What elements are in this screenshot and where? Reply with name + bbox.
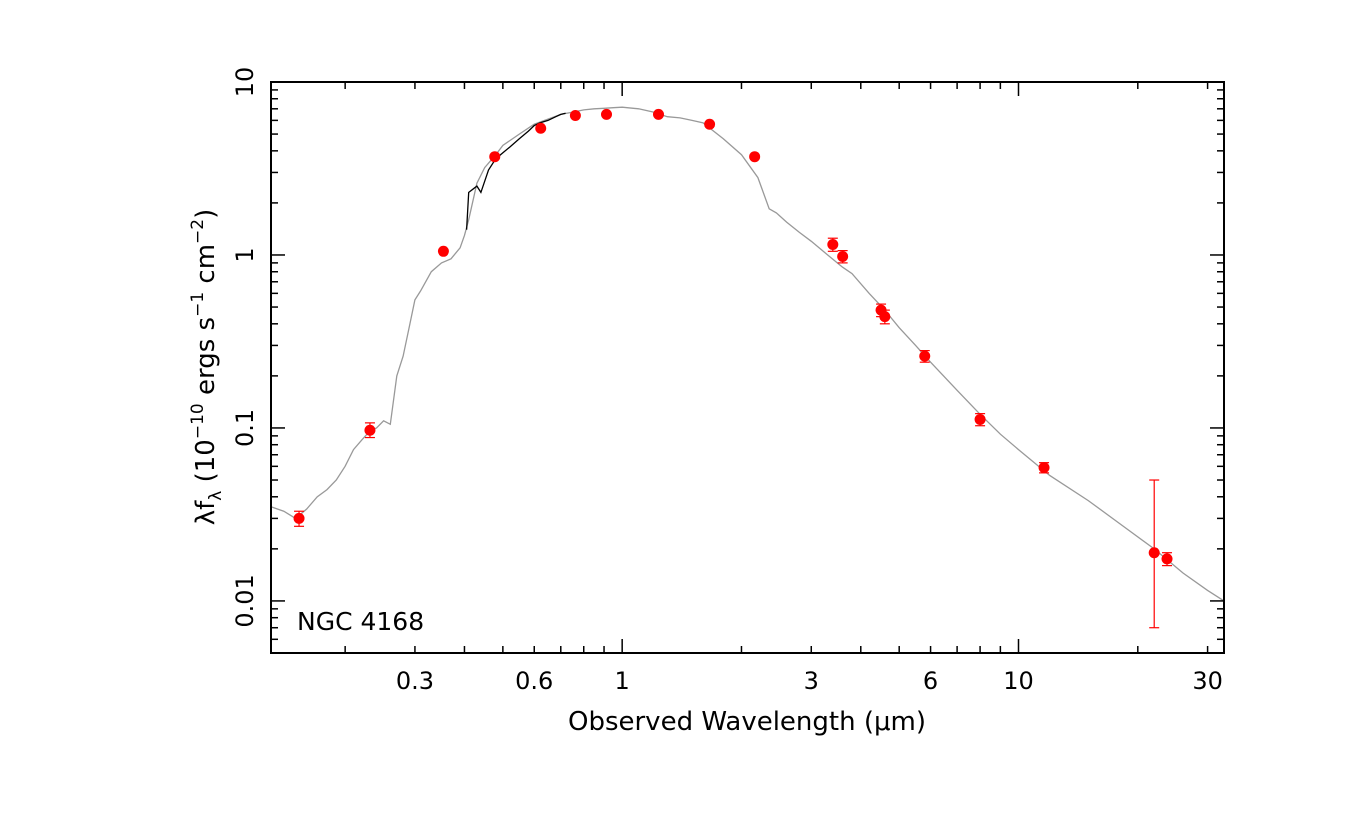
x-tick-label: 6 — [923, 667, 938, 695]
x-tick-label: 0.6 — [515, 667, 553, 695]
y-tick-label: 1 — [231, 247, 259, 262]
y-label-exp1: −10 — [188, 403, 208, 439]
tick-marks-layer — [271, 81, 1224, 654]
y-label-close: ) — [191, 209, 221, 219]
x-axis-label: Observed Wavelength (μm) — [568, 707, 926, 737]
y-label-mid: ergs s — [191, 317, 221, 403]
data-point — [974, 413, 986, 425]
y-label-open: (10 — [191, 439, 221, 491]
data-point — [364, 424, 376, 436]
y-label-exp2: −1 — [188, 292, 208, 317]
error-bar-layer — [294, 237, 1173, 629]
y-axis-label: λfλ (10−10 ergs s−1 cm−2) — [188, 209, 226, 526]
data-point — [1161, 553, 1173, 565]
y-tick-label: 0.01 — [231, 574, 259, 627]
data-point — [919, 350, 931, 362]
data-point — [489, 151, 501, 163]
data-point — [293, 512, 305, 524]
data-point — [704, 118, 716, 130]
y-label-sub: λ — [206, 491, 226, 501]
data-point — [601, 108, 613, 120]
y-label-lambda: λ — [191, 510, 221, 525]
x-tick-label: 0.3 — [396, 667, 434, 695]
data-point — [535, 122, 547, 134]
photometry-points-layer — [293, 108, 1173, 565]
observed-spectrum-layer — [465, 112, 566, 230]
y-tick-label: 10 — [231, 67, 259, 98]
data-point — [749, 151, 761, 163]
data-point — [437, 245, 449, 257]
y-tick-label: 0.1 — [231, 409, 259, 447]
y-label-f: f — [191, 500, 221, 510]
x-tick-label: 30 — [1192, 667, 1223, 695]
x-tick-label: 3 — [804, 667, 819, 695]
data-point — [827, 238, 839, 250]
y-tick-labels: 0.01 0.1 1 10 — [231, 67, 259, 628]
model-spectrum-line — [270, 106, 1225, 602]
data-point — [837, 250, 849, 262]
data-point — [1148, 547, 1160, 559]
data-point — [1038, 462, 1050, 474]
y-label-mid2: cm — [191, 244, 221, 292]
plot-frame — [270, 81, 1225, 654]
object-name-annotation: NGC 4168 — [297, 607, 424, 636]
x-tick-labels: 0.3 0.6 1 3 6 10 30 — [396, 667, 1223, 695]
data-point — [569, 110, 581, 122]
y-label-exp3: −2 — [188, 219, 208, 244]
x-tick-label: 10 — [1003, 667, 1034, 695]
data-point — [879, 311, 891, 323]
model-spectrum-layer — [270, 106, 1225, 602]
data-point — [652, 108, 664, 120]
x-tick-label: 1 — [615, 667, 630, 695]
observed-spectrum-line — [465, 112, 566, 230]
